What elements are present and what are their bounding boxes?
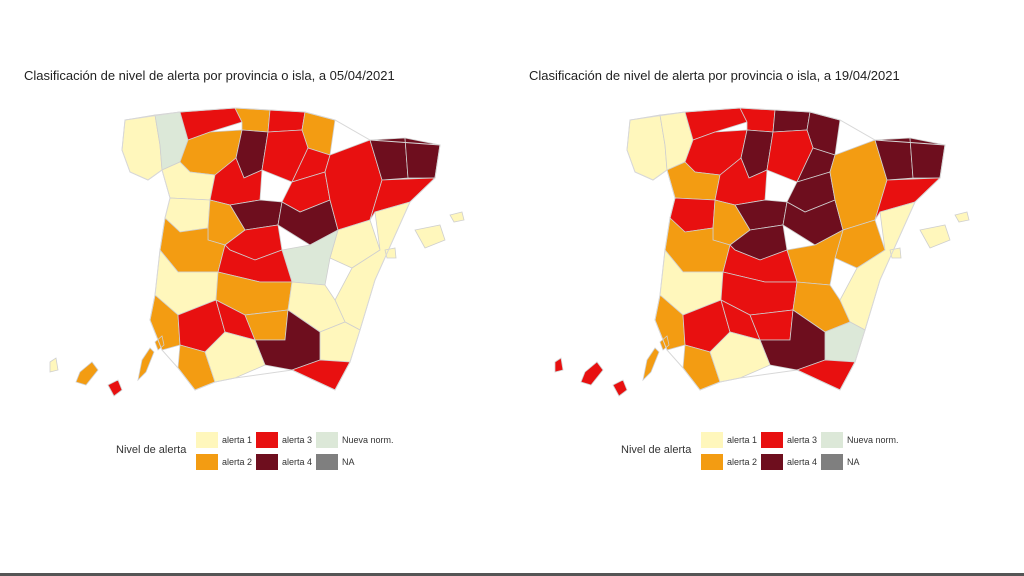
- legend-swatch-alerta1: [701, 432, 723, 448]
- legend-label-nueva: Nueva norm.: [342, 435, 394, 445]
- province-balearics: [889, 211, 970, 259]
- province-canary-mid: [580, 361, 604, 386]
- legend-label-alerta2: alerta 2: [727, 457, 758, 467]
- province-canary-west: [49, 357, 59, 373]
- map-title: Clasificación de nivel de alerta por pro…: [529, 68, 900, 83]
- legend-swatch-nueva: [821, 432, 843, 448]
- province-basque: [772, 109, 811, 133]
- legend-swatch-alerta4: [761, 454, 783, 470]
- legend-swatch-alerta2: [701, 454, 723, 470]
- province-granada: [254, 309, 321, 371]
- province-canary-red: [107, 379, 123, 397]
- map-panel-2: Clasificación de nivel de alerta por pro…: [505, 0, 1017, 576]
- legend-label-na: NA: [342, 457, 355, 467]
- province-canary-west: [554, 357, 564, 373]
- province-granada: [759, 309, 826, 371]
- legend: Nivel de alerta alerta 1 alerta 2 alerta 3…: [116, 432, 436, 472]
- map-title: Clasificación de nivel de alerta por pro…: [24, 68, 395, 83]
- legend-title: Nivel de alerta: [621, 444, 692, 456]
- province-canary-red: [612, 379, 628, 397]
- legend-label-nueva: Nueva norm.: [847, 435, 899, 445]
- spain-map: [49, 107, 465, 397]
- legend-swatch-nueva: [316, 432, 338, 448]
- legend-label-alerta4: alerta 4: [787, 457, 818, 467]
- legend-label-alerta1: alerta 1: [727, 435, 758, 445]
- spain-map: [554, 107, 970, 397]
- province-canary-mid: [75, 361, 99, 386]
- legend-swatch-alerta1: [196, 432, 218, 448]
- legend-swatch-na: [821, 454, 843, 470]
- legend-swatch-alerta3: [761, 432, 783, 448]
- legend-swatch-alerta4: [256, 454, 278, 470]
- coastline: [626, 107, 946, 391]
- province-galicia-west: [121, 114, 163, 181]
- legend-swatch-alerta3: [256, 432, 278, 448]
- legend-swatch-alerta2: [196, 454, 218, 470]
- map-panel-1: Clasificación de nivel de alerta por pro…: [24, 68, 465, 472]
- province-canary-east: [642, 335, 670, 382]
- province-galicia-west: [626, 114, 668, 181]
- bottom-divider: [0, 573, 1024, 576]
- legend-label-alerta1: alerta 1: [222, 435, 253, 445]
- legend-label-alerta3: alerta 3: [282, 435, 313, 445]
- coastline: [121, 107, 441, 391]
- legend: Nivel de alerta alerta 1 alerta 2 alerta 3…: [621, 432, 941, 472]
- legend-label-na: NA: [847, 457, 860, 467]
- province-basque: [267, 109, 306, 133]
- legend-swatch-na: [316, 454, 338, 470]
- legend-label-alerta3: alerta 3: [787, 435, 818, 445]
- province-canary-east: [137, 335, 165, 382]
- legend-label-alerta4: alerta 4: [282, 457, 313, 467]
- legend-label-alerta2: alerta 2: [222, 457, 253, 467]
- legend-title: Nivel de alerta: [116, 444, 187, 456]
